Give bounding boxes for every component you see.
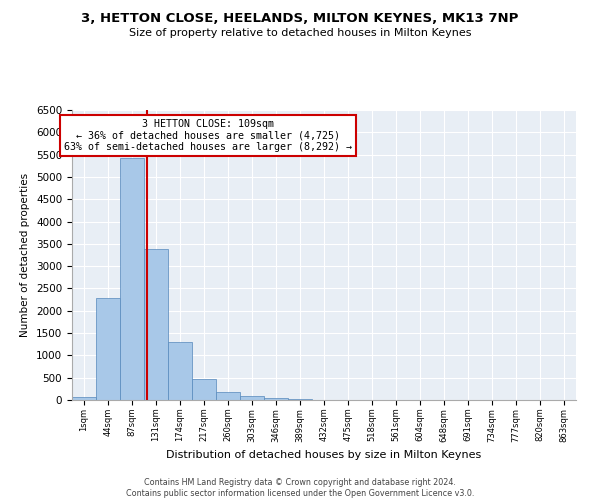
Bar <box>120 158 144 400</box>
Bar <box>144 249 168 400</box>
Bar <box>288 398 312 400</box>
Bar <box>240 396 264 400</box>
Y-axis label: Number of detached properties: Number of detached properties <box>20 173 31 337</box>
Text: 3 HETTON CLOSE: 109sqm
← 36% of detached houses are smaller (4,725)
63% of semi-: 3 HETTON CLOSE: 109sqm ← 36% of detached… <box>64 118 352 152</box>
Text: 3, HETTON CLOSE, HEELANDS, MILTON KEYNES, MK13 7NP: 3, HETTON CLOSE, HEELANDS, MILTON KEYNES… <box>82 12 518 26</box>
Bar <box>216 392 240 400</box>
Bar <box>168 342 192 400</box>
Bar <box>264 398 288 400</box>
Bar <box>192 378 216 400</box>
Text: Size of property relative to detached houses in Milton Keynes: Size of property relative to detached ho… <box>129 28 471 38</box>
Bar <box>96 298 120 400</box>
Text: Contains HM Land Registry data © Crown copyright and database right 2024.
Contai: Contains HM Land Registry data © Crown c… <box>126 478 474 498</box>
X-axis label: Distribution of detached houses by size in Milton Keynes: Distribution of detached houses by size … <box>166 450 482 460</box>
Bar <box>72 396 96 400</box>
